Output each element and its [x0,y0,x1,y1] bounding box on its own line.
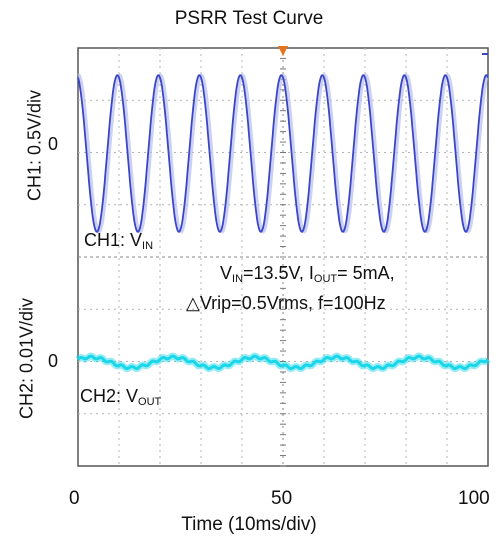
ch2-trace-label-sub: OUT [138,396,162,408]
cond-vin-value: =13.5V, I [243,263,314,283]
conditions-line-2: △Vrip=0.5Vrms, f=100Hz [186,293,386,313]
ch2-zero-label: 0 [48,351,59,371]
ch2-trace [76,354,490,371]
trigger-marker-icon [278,46,288,56]
ch2-axis-label: CH2: 0.01V/div [16,297,37,420]
chart-title: PSRR Test Curve [174,8,324,29]
cond-vin: V [220,263,233,283]
x-tick-50: 50 [271,488,293,509]
ch1-trace-label-prefix: CH1: V [84,230,143,250]
ch2-trace-label: CH2: VOUT [80,386,161,408]
cond-iout-sub: OUT [313,273,338,285]
cond-iout-value: = 5mA, [337,263,395,283]
x-axis-label: Time (10ms/div) [181,514,317,535]
ch1-trace-label: CH1: VIN [84,230,153,252]
ch1-trace [77,74,489,233]
conditions-line-1: VIN=13.5V, IOUT= 5mA, [220,263,395,285]
cond-vin-sub: IN [232,273,244,285]
ch1-trace-label-sub: IN [142,240,154,252]
ch1-axis-label: CH1: 0.5V/div [24,89,45,202]
ch2-trace-label-prefix: CH2: V [80,386,139,406]
x-tick-0: 0 [69,488,80,509]
x-tick-100: 100 [458,488,490,509]
ch1-zero-label: 0 [48,134,59,154]
